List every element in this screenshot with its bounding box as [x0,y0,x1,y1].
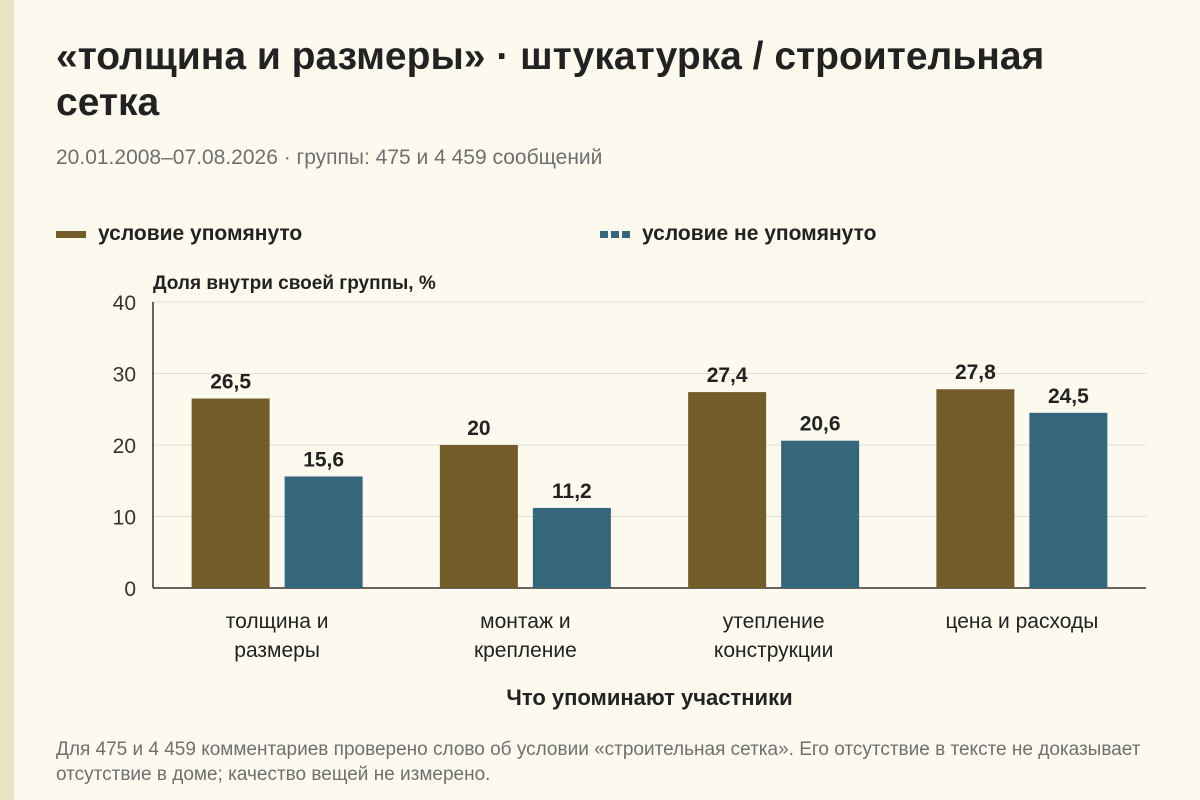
y-tick-label-40: 40 [113,292,136,315]
legend-label-not-mentioned: условие не упомянуто [642,222,877,245]
bar-not-mentioned-2 [781,440,860,588]
data-label-not-mentioned-3: 24,5 [1048,385,1089,408]
x-tick-label-0-line-1: размеры [234,639,320,662]
x-tick-label-2-line-1: конструкции [714,639,833,662]
bar-mentioned-1 [439,445,518,588]
x-tick-label-3-line-0: цена и расходы [945,610,1098,633]
bar-not-mentioned-0 [284,476,363,588]
bar-mentioned-0 [191,398,270,588]
legend-item-not-mentioned: условие не упомянуто [600,220,876,248]
x-tick-label-1-line-0: монтаж и [480,610,570,633]
y-tick-label-30: 30 [113,364,136,387]
x-tick-label-1-line-1: крепление [474,639,577,662]
data-label-mentioned-0: 26,5 [210,371,251,394]
bar-not-mentioned-3 [1029,412,1108,588]
x-tick-label-2-line-0: утепление [723,610,825,633]
legend-label-mentioned: условие упомянуто [98,222,303,245]
data-label-not-mentioned-0: 15,6 [303,448,344,471]
y-tick-label-10: 10 [113,507,136,530]
y-tick-label-20: 20 [113,435,136,458]
bar-not-mentioned-1 [532,507,611,588]
data-label-mentioned-2: 27,4 [707,364,748,387]
legend-swatch-not-mentioned [600,230,630,238]
data-label-not-mentioned-1: 11,2 [552,480,592,503]
left-accent-stripe [0,0,14,800]
bar-mentioned-2 [688,392,767,588]
legend-item-mentioned: условие упомянуто [56,220,302,248]
x-tick-label-0-line-0: толщина и [226,610,329,633]
footnote: Для 475 и 4 459 комментариев проверено с… [56,739,1141,785]
data-label-mentioned-1: 20 [467,417,490,440]
bar-mentioned-3 [936,389,1015,588]
legend-swatch-mentioned [56,230,86,238]
chart-title: «толщина и размеры» · штукатурка / строи… [56,35,1045,124]
x-axis-label: Что упоминают участники [506,685,793,710]
data-label-not-mentioned-2: 20,6 [800,413,841,436]
y-axis-label: Доля внутри своей группы, % [153,273,436,294]
y-tick-label-0: 0 [124,578,136,601]
data-label-mentioned-3: 27,8 [955,361,996,384]
chart-subtitle: 20.01.2008–07.08.2026 · группы: 475 и 4 … [56,146,603,169]
